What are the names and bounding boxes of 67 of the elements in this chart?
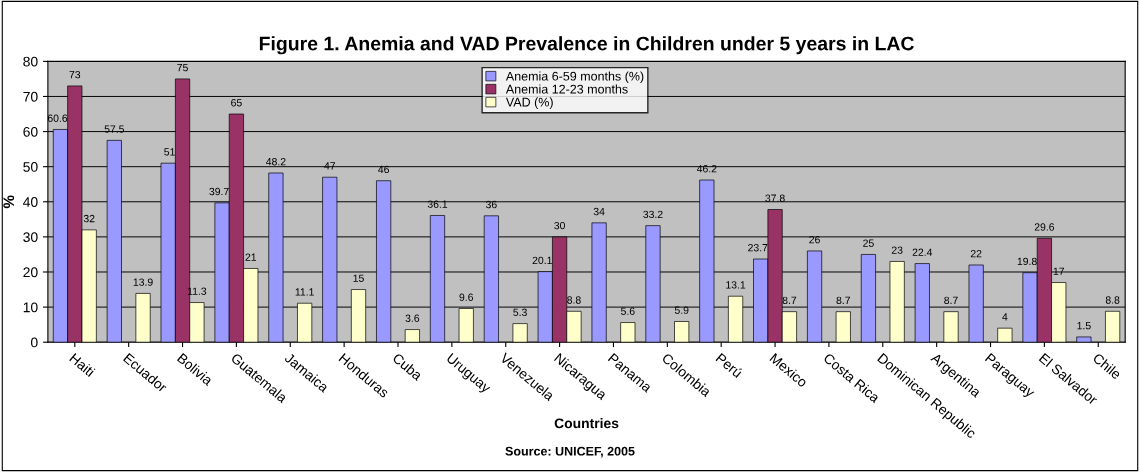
data-label: 20.1 [532, 256, 552, 265]
data-label: 36.1 [427, 200, 448, 208]
bar [620, 322, 636, 343]
y-tick-label: 50 [23, 162, 38, 172]
data-label: 21 [245, 253, 257, 261]
data-label: 5.6 [621, 307, 635, 315]
y-axis-title: % [3, 195, 15, 209]
data-label: 15 [353, 274, 364, 282]
x-axis-title: Countries [554, 418, 619, 429]
data-label: 73 [69, 70, 81, 79]
y-tick-label: 70 [23, 91, 38, 102]
bar [943, 311, 959, 343]
data-label: 13.1 [726, 281, 746, 289]
data-label: 5.9 [674, 306, 689, 314]
source-note: Source: UNICEF, 2005 [505, 446, 635, 458]
data-label: 8.7 [944, 296, 958, 305]
y-tick-label: 20 [23, 267, 38, 278]
data-label: 8.8 [1105, 296, 1120, 304]
data-label: 32 [83, 214, 95, 223]
chart-title: Figure 1. Anemia and VAD Prevalence in Children under 5 years in LAC [259, 36, 914, 55]
data-label: 17 [1053, 267, 1065, 275]
data-label: 13.9 [133, 278, 153, 286]
y-tick-label: 30 [23, 232, 38, 243]
data-label: 11.1 [295, 288, 314, 296]
data-label: 19.8 [1017, 257, 1037, 266]
data-label: 23.7 [748, 244, 768, 252]
bar [1105, 310, 1121, 343]
bar [404, 329, 420, 343]
data-label: 51 [164, 148, 175, 156]
data-label: 48.2 [266, 158, 286, 166]
bar [512, 323, 528, 343]
data-label: 75 [177, 64, 188, 72]
bar [997, 327, 1013, 343]
y-tick-label: 0 [30, 337, 38, 348]
data-label: 3.6 [405, 314, 420, 322]
data-label: 26 [809, 235, 820, 244]
data-label: 5.3 [513, 308, 527, 316]
bar [674, 321, 690, 343]
data-label: 60.6 [47, 114, 68, 122]
data-label: 33.2 [643, 210, 663, 219]
bar [1076, 336, 1092, 343]
data-label: 29.6 [1034, 223, 1055, 231]
data-label: 30 [554, 221, 565, 230]
legend-label: Anemia 6-59 months (%) [505, 71, 644, 84]
bar [835, 311, 851, 343]
data-label: 34 [593, 207, 605, 216]
y-tick-label: 10 [23, 302, 38, 313]
data-label: 25 [863, 239, 874, 247]
data-label: 4 [1002, 313, 1008, 321]
legend-label: VAD (%) [505, 97, 553, 110]
data-label: 36 [485, 200, 497, 209]
y-tick-label: 80 [23, 56, 38, 67]
data-label: 9.6 [459, 293, 474, 301]
data-label: 8.7 [836, 296, 850, 305]
data-label: 23 [891, 246, 903, 254]
data-label: 37.8 [765, 194, 785, 202]
data-label: 46 [378, 165, 389, 174]
data-label: 39.7 [209, 187, 229, 196]
data-label: 46.2 [696, 165, 717, 173]
data-label: 65 [231, 99, 242, 107]
y-tick-label: 40 [23, 197, 38, 207]
data-label: 22 [970, 249, 982, 258]
data-label: 8.8 [567, 296, 581, 304]
data-label: 1.5 [1077, 322, 1091, 330]
y-tick-label: 60 [23, 126, 38, 137]
data-label: 22.4 [912, 248, 933, 256]
legend-label: Anemia 12-23 months [505, 84, 628, 94]
